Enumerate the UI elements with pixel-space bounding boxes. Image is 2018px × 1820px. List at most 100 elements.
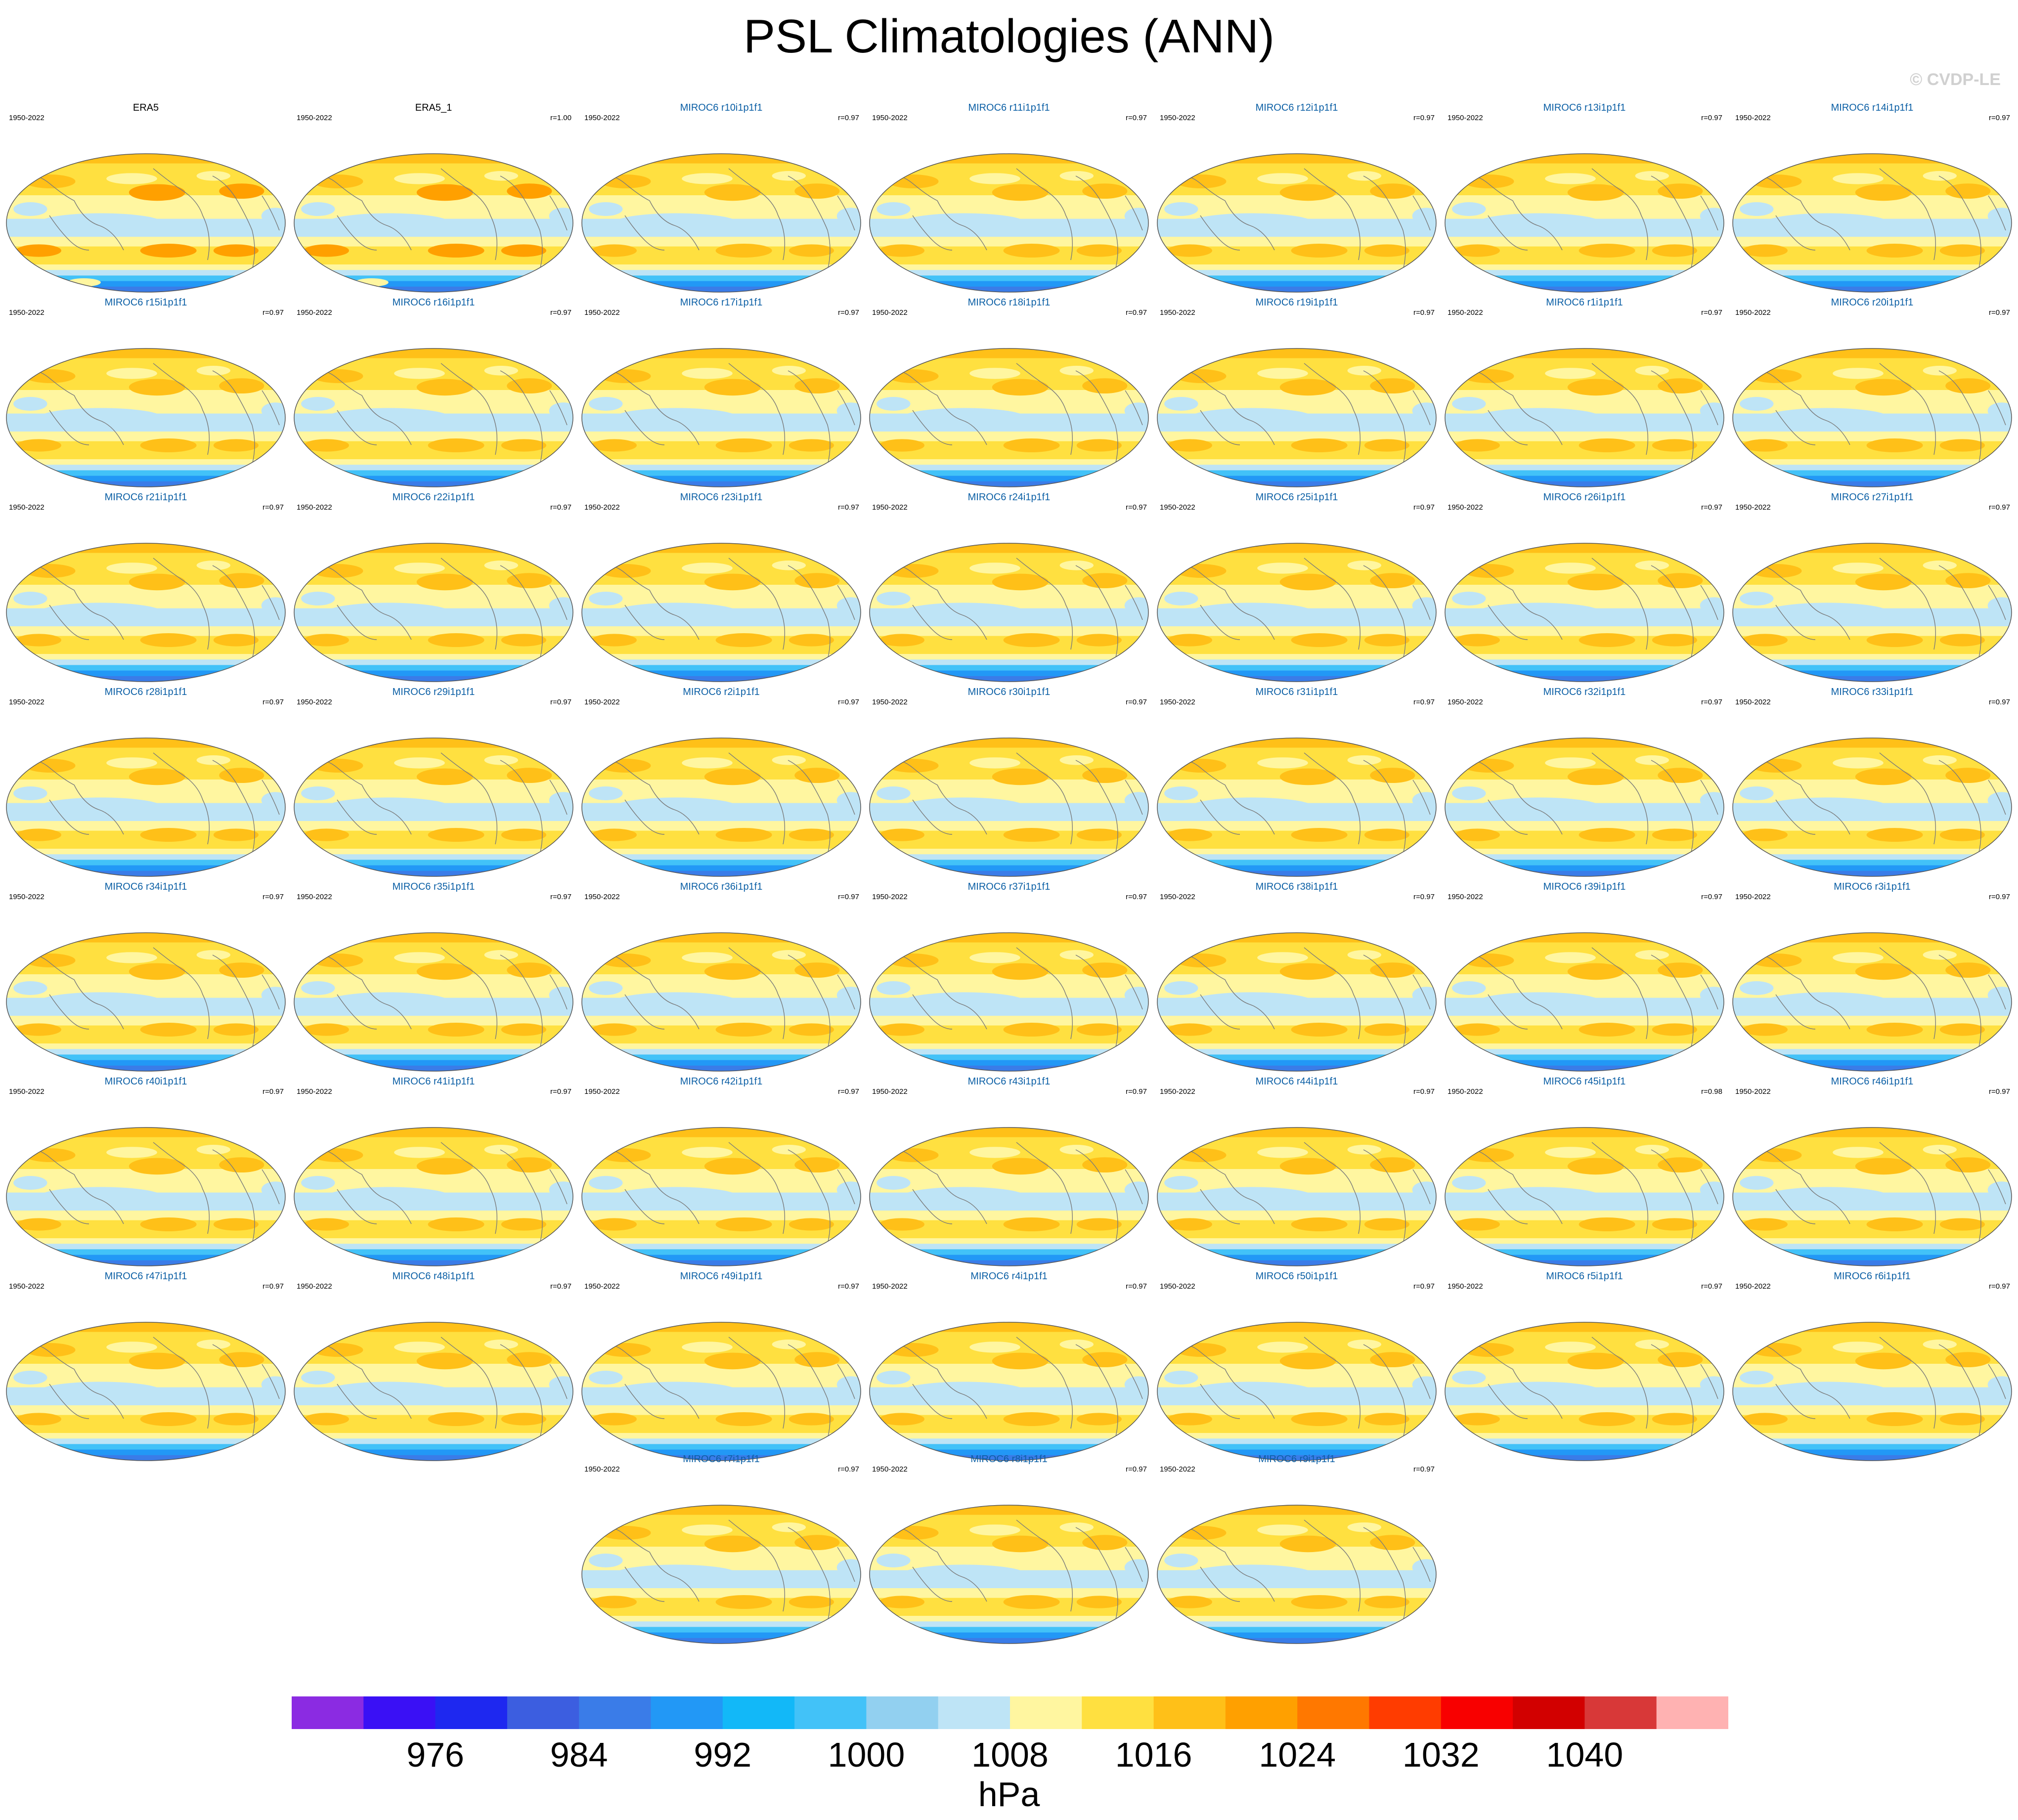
- panel-period: 1950-2022: [9, 698, 44, 706]
- pressure-cell: [394, 1147, 445, 1158]
- pressure-cell: [1291, 244, 1348, 258]
- psl-band: [6, 281, 285, 287]
- psl-band: [1445, 154, 1724, 164]
- panel-correlation: r=0.97: [263, 893, 284, 901]
- coastline: [262, 780, 280, 815]
- pressure-cell: [326, 213, 451, 233]
- pressure-cell: [1939, 1023, 1985, 1036]
- psl-band: [1733, 933, 2012, 943]
- pressure-cell: [879, 1218, 924, 1231]
- pressure-cell: [1454, 1218, 1500, 1231]
- psl-band: [1157, 1405, 1436, 1416]
- pressure-cell: [39, 992, 163, 1012]
- psl-map: [1445, 932, 1724, 1072]
- panel-period: 1950-2022: [584, 1087, 620, 1096]
- psl-band: [1157, 465, 1436, 471]
- pressure-cell: [484, 755, 518, 765]
- psl-band: [870, 543, 1148, 554]
- coastline: [500, 1344, 543, 1439]
- psl-band: [294, 654, 573, 660]
- panel-correlation: r=0.97: [1413, 1282, 1435, 1291]
- psl-band: [582, 476, 861, 482]
- coastline: [1304, 752, 1360, 845]
- coastline: [153, 1142, 210, 1234]
- psl-band: [1733, 237, 2012, 247]
- pressure-cell: [1923, 561, 1957, 570]
- panel-title: MIROC6 r18i1p1f1: [967, 297, 1051, 308]
- pressure-cell: [877, 1176, 911, 1190]
- coastline: [837, 195, 855, 231]
- panel-correlation: r=0.97: [838, 893, 859, 901]
- panel-correlation: r=0.97: [1701, 698, 1722, 706]
- pressure-cell: [715, 244, 772, 258]
- psl-band: [294, 432, 573, 442]
- coastline: [1412, 780, 1431, 815]
- psl-band: [6, 849, 285, 855]
- pressure-cell: [196, 171, 230, 181]
- pressure-cell: [1291, 1412, 1348, 1426]
- coastline: [1200, 1189, 1240, 1224]
- pressure-cell: [1742, 634, 1788, 647]
- coastline: [624, 410, 665, 445]
- panel-title: ERA5_1: [415, 102, 452, 113]
- panel-period: 1950-2022: [1448, 698, 1483, 706]
- pressure-cell: [715, 828, 772, 842]
- panel-period: 1950-2022: [1448, 1282, 1483, 1291]
- coastline: [1938, 954, 1981, 1049]
- pressure-cell: [1291, 828, 1348, 842]
- coastline: [1200, 410, 1240, 445]
- psl-band: [6, 264, 285, 271]
- pressure-cell: [1175, 564, 1227, 578]
- psl-band: [1445, 1244, 1724, 1250]
- panel-title: MIROC6 r8i1p1f1: [970, 1454, 1048, 1465]
- coastline: [262, 1169, 280, 1205]
- psl-band: [1445, 665, 1724, 671]
- psl-band: [1445, 459, 1724, 466]
- map-panel: MIROC6 r31i1p1f1 1950-2022 r=0.97: [1156, 686, 1438, 879]
- pressure-cell: [106, 173, 157, 184]
- psl-band: [1445, 865, 1724, 871]
- pressure-cell: [1477, 992, 1602, 1012]
- pressure-cell: [261, 597, 285, 614]
- map-outline: [1445, 737, 1724, 877]
- panel-title: MIROC6 r16i1p1f1: [392, 297, 475, 308]
- map-outline: [581, 1505, 861, 1644]
- panel-title: MIROC6 r49i1p1f1: [680, 1271, 763, 1282]
- coastline: [337, 215, 377, 251]
- pressure-cell: [1364, 1218, 1409, 1231]
- psl-band: [1157, 1627, 1436, 1633]
- pressure-cell: [416, 963, 473, 980]
- panel-period: 1950-2022: [1735, 893, 1771, 901]
- psl-band: [294, 1433, 573, 1439]
- panel-period: 1950-2022: [1448, 114, 1483, 122]
- colorbar-label: 976: [406, 1735, 464, 1774]
- psl-band: [1157, 470, 1436, 477]
- map-outline: [1157, 932, 1437, 1072]
- coastline: [1125, 390, 1143, 426]
- pressure-cell: [39, 1382, 163, 1401]
- panel-title: MIROC6 r28i1p1f1: [104, 687, 187, 697]
- panel-correlation: r=0.97: [1413, 698, 1435, 706]
- pressure-cell: [902, 1564, 1026, 1584]
- pressure-cell: [1463, 564, 1514, 578]
- psl-map: [6, 153, 286, 293]
- pressure-cell: [213, 634, 259, 647]
- pressure-cell: [1167, 439, 1212, 452]
- pressure-cell: [106, 952, 157, 963]
- psl-band: [6, 659, 285, 666]
- panel-correlation: r=0.97: [838, 308, 859, 317]
- pressure-cell: [1076, 634, 1122, 647]
- panel-title: MIROC6 r13i1p1f1: [1543, 102, 1626, 113]
- pressure-cell: [1833, 1147, 1884, 1158]
- coastline: [1591, 168, 1648, 260]
- coastline: [912, 605, 953, 640]
- pressure-cell: [13, 397, 47, 411]
- pressure-cell: [1652, 634, 1697, 647]
- pressure-cell: [1189, 1564, 1314, 1584]
- map-panel: MIROC6 r16i1p1f1 1950-2022 r=0.97: [293, 297, 574, 489]
- colorbar-label: 1032: [1402, 1735, 1480, 1774]
- psl-band: [1445, 1444, 1724, 1450]
- pressure-cell: [992, 379, 1049, 396]
- pressure-cell: [1700, 987, 1724, 1003]
- pressure-cell: [24, 953, 76, 967]
